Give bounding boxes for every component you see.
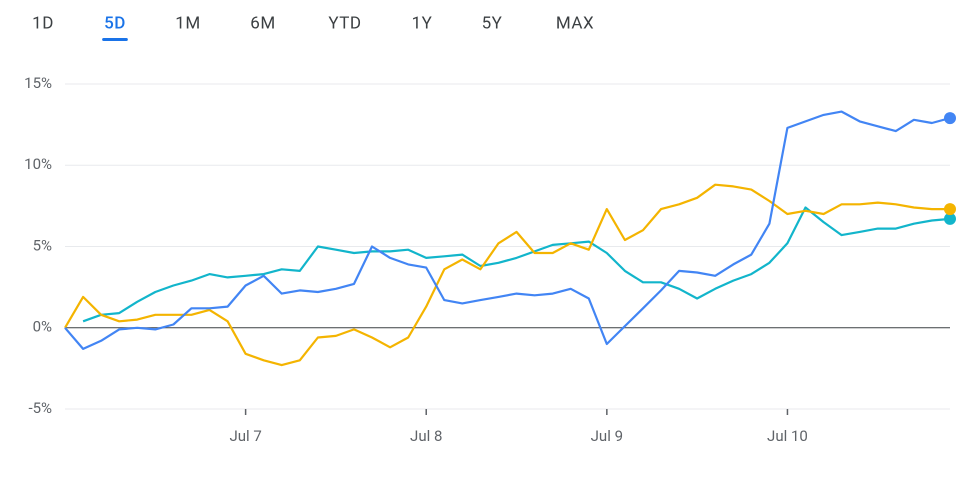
y-tick-label: 15% — [24, 74, 52, 92]
y-tick-label: 5% — [33, 236, 52, 254]
range-tab[interactable]: 1Y — [412, 13, 433, 33]
x-tick-label: Jul 7 — [229, 427, 261, 445]
price-line — [64, 183, 950, 367]
end-marker — [944, 212, 956, 225]
range-tab[interactable]: 5D — [104, 13, 126, 33]
range-tab[interactable]: YTD — [328, 13, 361, 33]
y-tick-label: -5% — [28, 399, 52, 417]
range-tab[interactable]: 1D — [32, 13, 54, 33]
range-tab[interactable]: 5Y — [482, 13, 503, 33]
price-line — [82, 206, 951, 323]
range-tab[interactable]: 1M — [175, 13, 200, 33]
y-tick-label: 0% — [33, 318, 52, 336]
y-tick-label: 10% — [24, 155, 52, 173]
x-tick-label: Jul 10 — [767, 427, 808, 445]
price-line — [64, 110, 951, 350]
range-tab[interactable]: 6M — [250, 13, 275, 33]
x-tick-label: Jul 9 — [591, 427, 623, 445]
end-marker — [944, 203, 956, 216]
range-tab[interactable]: MAX — [556, 13, 594, 33]
end-marker — [944, 112, 956, 125]
selected-tab-indicator — [102, 38, 128, 41]
x-tick-label: Jul 8 — [410, 427, 442, 445]
